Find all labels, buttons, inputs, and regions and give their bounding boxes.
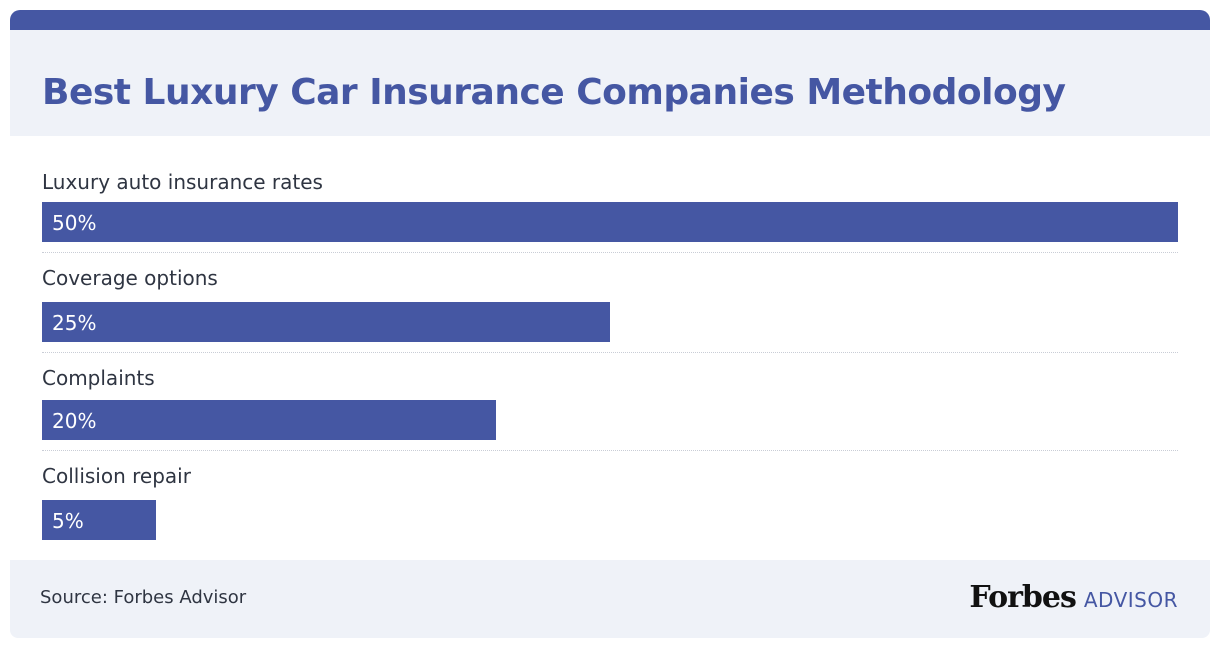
category-label: Complaints xyxy=(42,366,155,390)
bar: 25% xyxy=(42,302,610,342)
row-separator xyxy=(42,252,1178,253)
chart-header: Best Luxury Car Insurance Companies Meth… xyxy=(10,30,1210,136)
chart-footer: Source: Forbes Advisor Forbes ADVISOR xyxy=(10,560,1210,638)
chart-card: Best Luxury Car Insurance Companies Meth… xyxy=(10,10,1210,638)
forbes-advisor-logo: Forbes ADVISOR xyxy=(969,580,1178,615)
bar-value-label: 50% xyxy=(52,211,97,235)
chart-title: Best Luxury Car Insurance Companies Meth… xyxy=(42,72,1066,113)
source-note: Source: Forbes Advisor xyxy=(40,587,247,608)
bar: 20% xyxy=(42,400,496,440)
bar-value-label: 5% xyxy=(52,509,84,533)
bar-chart: Luxury auto insurance rates 50% Coverage o… xyxy=(10,10,1210,638)
bar-value-label: 25% xyxy=(52,311,97,335)
row-separator xyxy=(42,352,1178,353)
logo-advisor-text: ADVISOR xyxy=(1083,588,1178,612)
bar: 50% xyxy=(42,202,1178,242)
row-separator xyxy=(42,450,1178,451)
bar-value-label: 20% xyxy=(52,409,97,433)
category-label: Coverage options xyxy=(42,266,218,290)
category-label: Collision repair xyxy=(42,464,191,488)
top-accent-strip xyxy=(10,10,1210,32)
bar: 5% xyxy=(42,500,156,540)
category-label: Luxury auto insurance rates xyxy=(42,170,323,194)
logo-forbes-text: Forbes xyxy=(969,580,1076,615)
